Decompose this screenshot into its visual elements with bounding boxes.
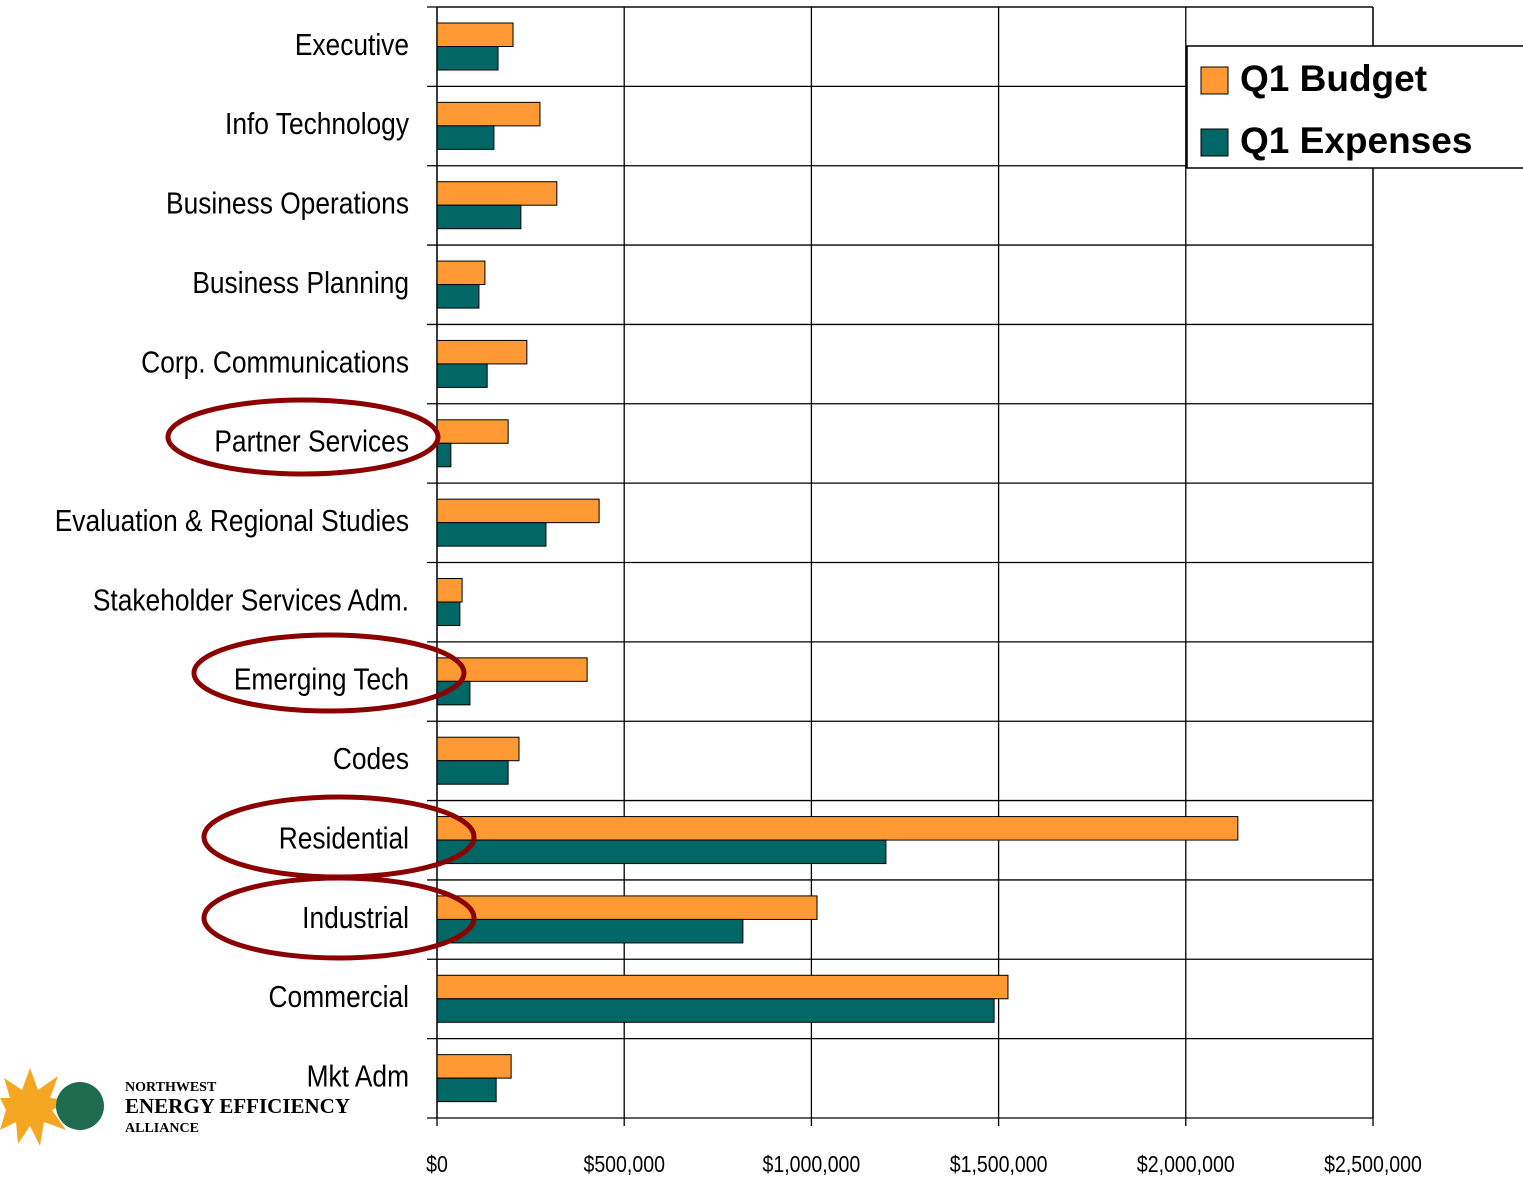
category-label-group: Evaluation & Regional Studies: [55, 504, 409, 538]
bar: [436, 101, 541, 127]
bar: [436, 736, 520, 762]
bar: [436, 1077, 497, 1103]
bar: [436, 816, 1239, 841]
bar: [436, 1054, 512, 1079]
category-label: Residential: [279, 821, 409, 855]
bar: [436, 181, 558, 206]
category-label-group: Codes: [333, 742, 409, 776]
category-label: Evaluation & Regional Studies: [55, 504, 409, 538]
x-tick-group: $2,500,000: [1324, 1152, 1422, 1178]
category-label: Mkt Adm: [307, 1060, 409, 1094]
x-tick-label: $2,500,000: [1324, 1152, 1422, 1178]
x-tick-label: $0: [426, 1152, 448, 1178]
bar: [436, 578, 463, 603]
logo-text: ENERGY EFFICIENCY: [125, 1094, 350, 1118]
highlight-ellipse: [165, 397, 441, 477]
x-tick-label: $500,000: [583, 1152, 665, 1178]
bar: [436, 760, 509, 785]
x-tick-group: $1,500,000: [950, 1152, 1048, 1178]
category-label: Commercial: [269, 980, 409, 1014]
bar: [436, 498, 600, 524]
legend-swatch: [1200, 128, 1229, 157]
legend-box: [1186, 45, 1523, 169]
x-tick-group: $500,000: [583, 1152, 665, 1178]
bar: [436, 46, 499, 71]
category-label-group: Business Operations: [166, 187, 409, 221]
bar: [436, 442, 452, 468]
bar: [436, 125, 495, 150]
legend-swatch: [1200, 66, 1229, 95]
category-label: Stakeholder Services Adm.: [93, 583, 409, 617]
category-label: Info Technology: [225, 107, 410, 141]
category-label-group: Partner Services: [214, 425, 409, 459]
category-label-group: Emerging Tech: [234, 663, 409, 697]
category-label: Industrial: [302, 901, 409, 935]
x-tick-group: $0: [426, 1152, 448, 1178]
category-label: Partner Services: [214, 425, 409, 459]
logo-sun: [0, 1068, 74, 1146]
logo-globe: [56, 1082, 104, 1130]
x-tick-group: $1,000,000: [763, 1152, 861, 1178]
category-label: Corp. Communications: [141, 345, 409, 379]
category-label: Emerging Tech: [234, 663, 409, 697]
bar: [436, 22, 514, 47]
category-label: Codes: [333, 742, 409, 776]
bar: [436, 419, 509, 444]
x-tick-label: $1,500,000: [950, 1152, 1048, 1178]
bar: [436, 998, 995, 1023]
highlight-ellipse: [201, 875, 477, 961]
logo-text: ALLIANCE: [125, 1121, 199, 1136]
category-label-group: Executive: [295, 28, 409, 62]
bar: [436, 918, 744, 944]
highlight-ellipse: [191, 632, 467, 714]
category-label: Executive: [295, 28, 409, 62]
category-label-group: Info Technology: [225, 107, 410, 141]
bar: [436, 204, 522, 230]
logo: NORTHWEST ENERGY EFFICIENCY ALLIANCE: [0, 1068, 350, 1146]
bar: [436, 839, 887, 865]
category-label-group: Residential: [279, 821, 409, 855]
legend-label: Q1 Expenses: [1240, 120, 1472, 161]
category-label-group: Stakeholder Services Adm.: [93, 583, 409, 617]
bar: [436, 895, 818, 920]
bar: [436, 260, 486, 286]
legend-label: Q1 Budget: [1240, 58, 1427, 99]
category-label-group: Business Planning: [192, 266, 409, 300]
bar: [436, 284, 480, 309]
bar: [436, 339, 528, 365]
category-label-group: Mkt Adm: [307, 1060, 409, 1094]
bar: [436, 974, 1009, 1000]
bar: [436, 363, 488, 388]
bar: [436, 601, 461, 626]
x-tick-label: $1,000,000: [763, 1152, 861, 1178]
logo-text: NORTHWEST: [125, 1080, 217, 1095]
category-label: Business Operations: [166, 187, 409, 221]
category-label: Business Planning: [192, 266, 409, 300]
bar: [436, 522, 547, 547]
category-label-group: Commercial: [269, 980, 409, 1014]
category-label-group: Corp. Communications: [141, 345, 409, 379]
x-tick-label: $2,000,000: [1137, 1152, 1235, 1178]
x-tick-group: $2,000,000: [1137, 1152, 1235, 1178]
category-label-group: Industrial: [302, 901, 409, 935]
